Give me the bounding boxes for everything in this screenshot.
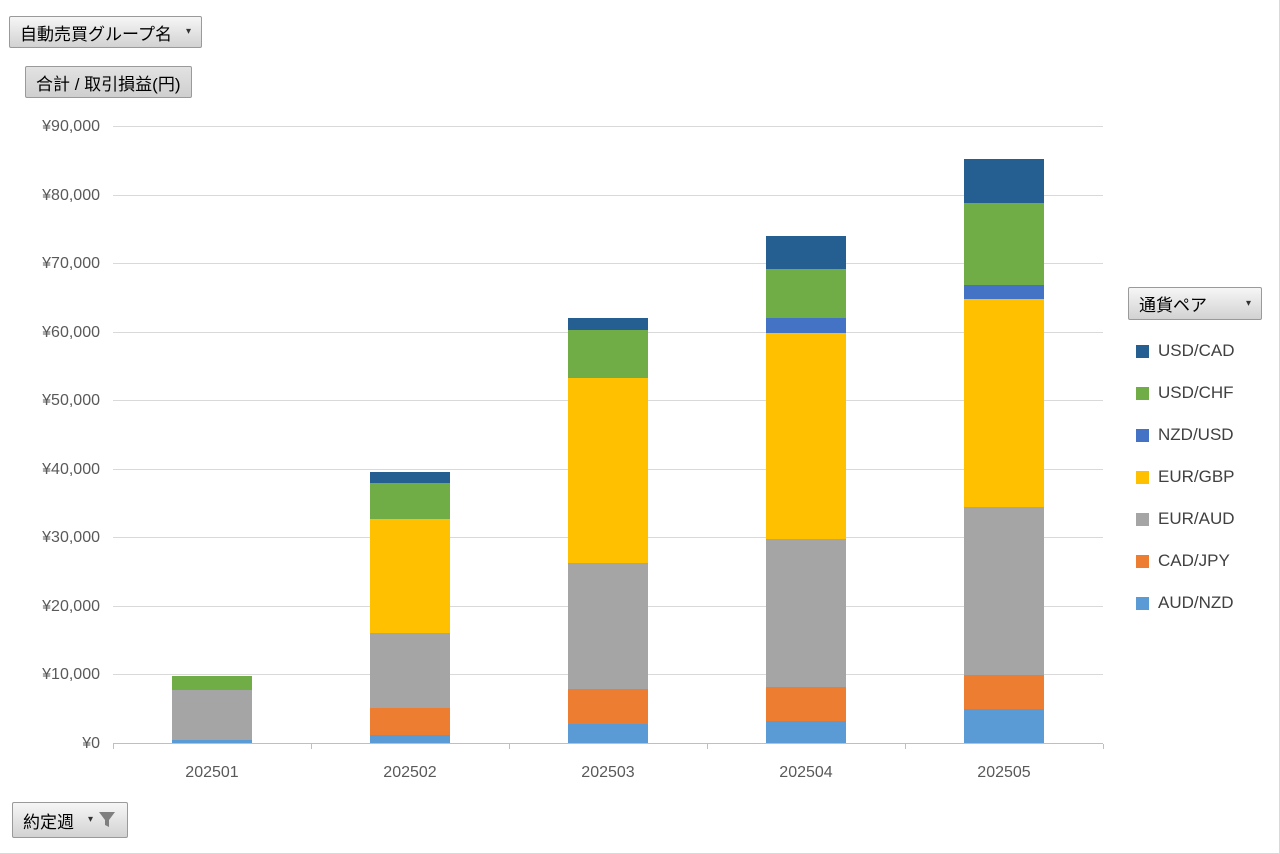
legend-label: EUR/GBP: [1158, 467, 1235, 486]
legend-label: USD/CHF: [1158, 383, 1234, 402]
bar-segment-202502-eur-gbp[interactable]: [370, 518, 450, 634]
bar-202501: [172, 126, 252, 743]
bar-segment-202503-cad-jpy[interactable]: [568, 688, 648, 724]
chevron-down-icon: ▾: [185, 26, 192, 37]
gridline: [113, 263, 1103, 265]
x-tick-label: 202505: [977, 764, 1031, 781]
bar-segment-202505-usd-cad[interactable]: [964, 158, 1044, 204]
axis-field-filter-button[interactable]: 約定週 ▾: [12, 802, 129, 838]
legend-label: CAD/JPY: [1158, 551, 1230, 570]
value-field-button[interactable]: 合計 / 取引損益(円): [25, 66, 192, 98]
group-name-filter-button[interactable]: 自動売買グループ名 ▾: [9, 16, 203, 48]
bar-segment-202502-aud-nzd[interactable]: [370, 735, 450, 743]
legend-item-aud-nzd[interactable]: AUD/NZD: [1136, 582, 1235, 624]
bar-segment-202503-eur-gbp[interactable]: [568, 377, 648, 563]
bar-segment-202502-cad-jpy[interactable]: [370, 708, 450, 736]
axis-tick: [311, 744, 312, 749]
bar-segment-202505-usd-chf[interactable]: [964, 203, 1044, 286]
bar-segment-202505-eur-gbp[interactable]: [964, 298, 1044, 508]
axis-tick: [1103, 744, 1104, 749]
legend-swatch-icon: [1136, 386, 1149, 400]
bar-segment-202504-eur-gbp[interactable]: [766, 333, 846, 540]
bar-202504: [766, 126, 846, 743]
legend-swatch-icon: [1136, 428, 1149, 442]
bar-202502: [370, 126, 450, 743]
bar-202505: [964, 126, 1044, 743]
y-tick-label: ¥40,000: [42, 460, 100, 478]
bar-segment-202501-usd-chf[interactable]: [172, 675, 252, 691]
y-axis: ¥0 ¥10,000 ¥20,000 ¥30,000 ¥40,000 ¥50,000 ¥60…: [0, 118, 100, 752]
bar-segment-202503-aud-nzd[interactable]: [568, 723, 648, 743]
legend-label: NZD/USD: [1158, 425, 1234, 444]
y-tick-label: ¥50,000: [42, 392, 100, 410]
plot-area: [113, 126, 1104, 749]
legend-swatch-icon: [1136, 596, 1149, 610]
y-tick-label: ¥30,000: [42, 529, 100, 547]
legend-item-usd-cad[interactable]: USD/CAD: [1136, 330, 1235, 372]
bar-segment-202503-usd-cad[interactable]: [568, 317, 648, 331]
legend-label: AUD/NZD: [1158, 593, 1234, 612]
axis-tick: [707, 744, 708, 749]
legend-item-eur-gbp[interactable]: EUR/GBP: [1136, 456, 1235, 498]
legend-item-cad-jpy[interactable]: CAD/JPY: [1136, 540, 1235, 582]
axis-tick: [905, 744, 906, 749]
y-tick-label: ¥70,000: [42, 255, 100, 273]
bar-segment-202502-usd-cad[interactable]: [370, 472, 450, 483]
bar-segment-202502-usd-chf[interactable]: [370, 482, 450, 519]
y-tick-label: ¥90,000: [42, 118, 100, 135]
axis-field-label: 約定週: [23, 812, 74, 832]
gridline: [113, 126, 1103, 127]
y-tick-label: ¥80,000: [42, 186, 100, 204]
x-tick-label: 202502: [383, 764, 437, 781]
bar-segment-202505-eur-aud[interactable]: [964, 507, 1044, 676]
bar-segment-202504-usd-chf[interactable]: [766, 268, 846, 318]
legend-field-label: 通貨ペア: [1139, 296, 1207, 315]
legend-swatch-icon: [1136, 470, 1149, 484]
legend-field-button[interactable]: 通貨ペア ▾: [1128, 287, 1262, 320]
y-tick-label: ¥20,000: [42, 597, 100, 615]
bar-segment-202504-usd-cad[interactable]: [766, 236, 846, 269]
bar-segment-202503-eur-aud[interactable]: [568, 562, 648, 689]
bar-segment-202504-eur-aud[interactable]: [766, 539, 846, 687]
bar-202503: [568, 126, 648, 743]
x-tick-label: 202501: [185, 764, 239, 781]
bar-segment-202501-eur-aud[interactable]: [172, 690, 252, 740]
chevron-down-icon: ▾: [88, 814, 94, 825]
legend-label: EUR/AUD: [1158, 509, 1235, 528]
value-field-label: 合計 / 取引損益(円): [36, 74, 181, 94]
legend-item-nzd-usd[interactable]: NZD/USD: [1136, 414, 1235, 456]
bar-segment-202504-aud-nzd[interactable]: [766, 721, 846, 743]
x-axis: 202501 202502 202503 202504 202505: [113, 764, 1103, 786]
x-axis-line: [113, 743, 1103, 744]
legend: USD/CAD USD/CHF NZD/USD EUR/GBP EUR/AUD CAD/J…: [1136, 330, 1235, 624]
legend-item-eur-aud[interactable]: EUR/AUD: [1136, 498, 1235, 540]
chevron-down-icon: ▾: [1245, 297, 1251, 309]
x-tick-label: 202504: [779, 764, 833, 781]
bar-segment-202503-usd-chf[interactable]: [568, 330, 648, 378]
axis-tick: [113, 744, 114, 749]
legend-label: USD/CAD: [1158, 341, 1235, 360]
gridline: [113, 194, 1103, 196]
bar-segment-202501-aud-nzd[interactable]: [172, 739, 252, 743]
bar-segment-202505-aud-nzd[interactable]: [964, 708, 1044, 743]
axis-tick: [509, 744, 510, 749]
y-tick-label: ¥60,000: [42, 323, 100, 341]
filter-funnel-icon: [97, 810, 117, 830]
legend-swatch-icon: [1136, 554, 1149, 568]
x-tick-label: 202503: [581, 764, 635, 781]
group-name-filter-label: 自動売買グループ名: [20, 24, 172, 44]
bar-segment-202505-cad-jpy[interactable]: [964, 675, 1044, 709]
legend-swatch-icon: [1136, 512, 1149, 526]
y-tick-label: ¥10,000: [42, 666, 100, 684]
bar-segment-202504-nzd-usd[interactable]: [766, 317, 846, 334]
legend-swatch-icon: [1136, 344, 1149, 358]
y-tick-label: ¥0: [82, 735, 100, 752]
legend-item-usd-chf[interactable]: USD/CHF: [1136, 372, 1235, 414]
bar-segment-202505-nzd-usd[interactable]: [964, 285, 1044, 299]
bar-segment-202504-cad-jpy[interactable]: [766, 686, 846, 722]
bar-segment-202502-eur-aud[interactable]: [370, 633, 450, 709]
